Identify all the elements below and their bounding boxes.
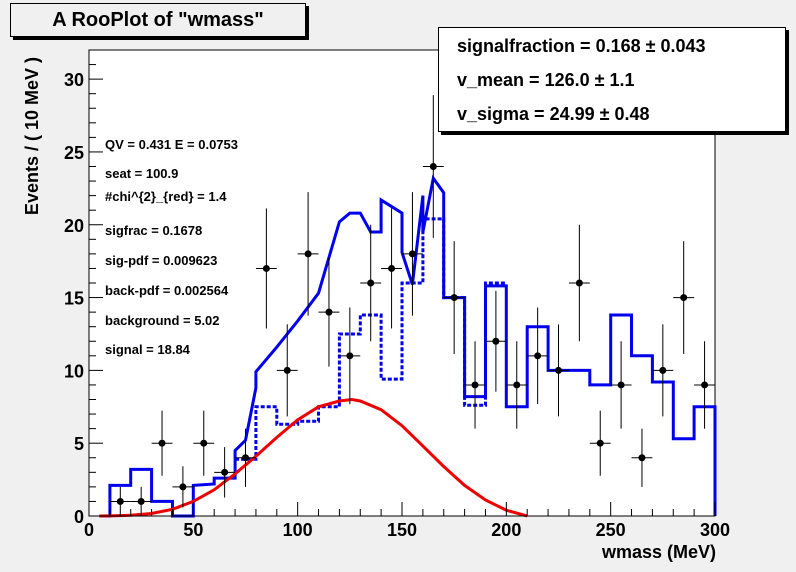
data-point-marker [492, 337, 500, 345]
data-point [610, 341, 632, 429]
data-point-marker [680, 294, 688, 302]
x-tick-label: 300 [700, 520, 730, 540]
data-point [172, 466, 194, 508]
data-point-marker [555, 366, 562, 374]
note-background: background = 5.02 [105, 313, 220, 328]
data-point-marker [116, 497, 124, 505]
data-point-marker [701, 381, 709, 389]
data-point-marker [221, 468, 229, 476]
note-sig-pdf: sig-pdf = 0.009623 [105, 253, 218, 268]
x-tick-label: 0 [84, 520, 94, 540]
data-point [339, 307, 361, 405]
data-point-marker [638, 454, 646, 462]
data-point-marker [158, 439, 166, 447]
data-point [485, 290, 507, 392]
plot-title: A RooPlot of "wmass" [52, 8, 264, 31]
y-tick-label: 30 [64, 70, 84, 90]
data-point-marker [596, 439, 604, 447]
data-point-marker [513, 381, 521, 389]
data-point-marker [617, 381, 625, 389]
data-point [631, 428, 653, 487]
data-point-marker [575, 279, 583, 287]
stat-v-sigma: v_sigma = 24.99 ± 0.48 [457, 104, 650, 124]
data-point [422, 95, 444, 238]
x-tick-label: 250 [596, 520, 626, 540]
note-seat: seat = 100.9 [105, 166, 179, 181]
data-point [381, 208, 402, 329]
plot-title-box: A RooPlot of "wmass" [10, 3, 306, 37]
y-tick-label: 20 [64, 216, 84, 236]
y-tick-label: 15 [64, 289, 84, 309]
data-point-marker [304, 250, 312, 258]
data-point [652, 324, 674, 417]
data-point [694, 341, 715, 429]
y-axis-label: Events / ( 10 MeV ) [22, 57, 42, 215]
data-point-marker [450, 294, 458, 302]
data-point [527, 307, 549, 405]
data-point [214, 447, 236, 498]
data-point-marker [283, 366, 291, 374]
data-point [548, 324, 569, 417]
signal-pdf-curve [99, 397, 528, 518]
data-point [464, 341, 486, 429]
x-tick-label: 200 [491, 520, 521, 540]
x-tick-label: 150 [387, 520, 417, 540]
data-point [109, 486, 131, 516]
fit-stats-box: signalfraction = 0.168 ± 0.043 v_mean = … [438, 27, 786, 132]
signal-pdf-line [99, 397, 528, 518]
data-point-marker [325, 308, 333, 316]
data-point [151, 410, 173, 476]
data-point-marker [137, 497, 145, 505]
axes: 0 50 100 150 200 250 300 0 5 10 15 20 25 30 [64, 49, 730, 540]
y-tick-label: 5 [74, 434, 84, 454]
note-back-pdf: back-pdf = 0.002564 [105, 283, 229, 298]
data-point [318, 257, 340, 367]
data-point-marker [388, 264, 396, 272]
data-point-marker [534, 352, 542, 360]
data-point [193, 410, 215, 476]
data-point-marker [429, 163, 437, 170]
stat-v-mean: v_mean = 126.0 ± 1.1 [457, 70, 635, 90]
data-point [297, 192, 319, 316]
data-point [402, 192, 423, 316]
data-point-marker [242, 454, 249, 462]
y-tick-label: 25 [64, 143, 84, 163]
data-point [130, 486, 152, 516]
data-point [443, 241, 465, 354]
data-point [255, 208, 277, 329]
note-chi2: #chi^{2}_{red} = 1.4 [105, 189, 227, 204]
data-point-marker [367, 279, 375, 287]
x-tick-label: 100 [283, 520, 313, 540]
note-qv: QV = 0.431 E = 0.0753 [105, 137, 238, 152]
data-point-marker [179, 483, 187, 491]
x-tick-label: 50 [183, 520, 203, 540]
data-point-marker [262, 264, 270, 272]
data-point [673, 241, 695, 354]
note-sigfrac: sigfrac = 0.1678 [105, 223, 203, 238]
data-point-marker [346, 352, 354, 360]
data-point [360, 224, 382, 342]
data-point-marker [659, 366, 667, 374]
data-point-marker [471, 381, 479, 389]
note-signal: signal = 18.84 [105, 342, 190, 357]
y-tick-label: 0 [74, 507, 84, 527]
data-point [589, 410, 611, 476]
data-point-marker [200, 439, 208, 447]
stat-signalfraction: signalfraction = 0.168 ± 0.043 [457, 36, 706, 56]
data-points [109, 95, 715, 516]
data-point [235, 428, 256, 487]
x-axis-label: wmass (MeV) [601, 542, 716, 562]
data-point [276, 324, 298, 417]
y-tick-label: 10 [64, 361, 84, 381]
data-point [568, 224, 590, 342]
data-point [506, 341, 528, 429]
data-point-marker [408, 250, 416, 258]
